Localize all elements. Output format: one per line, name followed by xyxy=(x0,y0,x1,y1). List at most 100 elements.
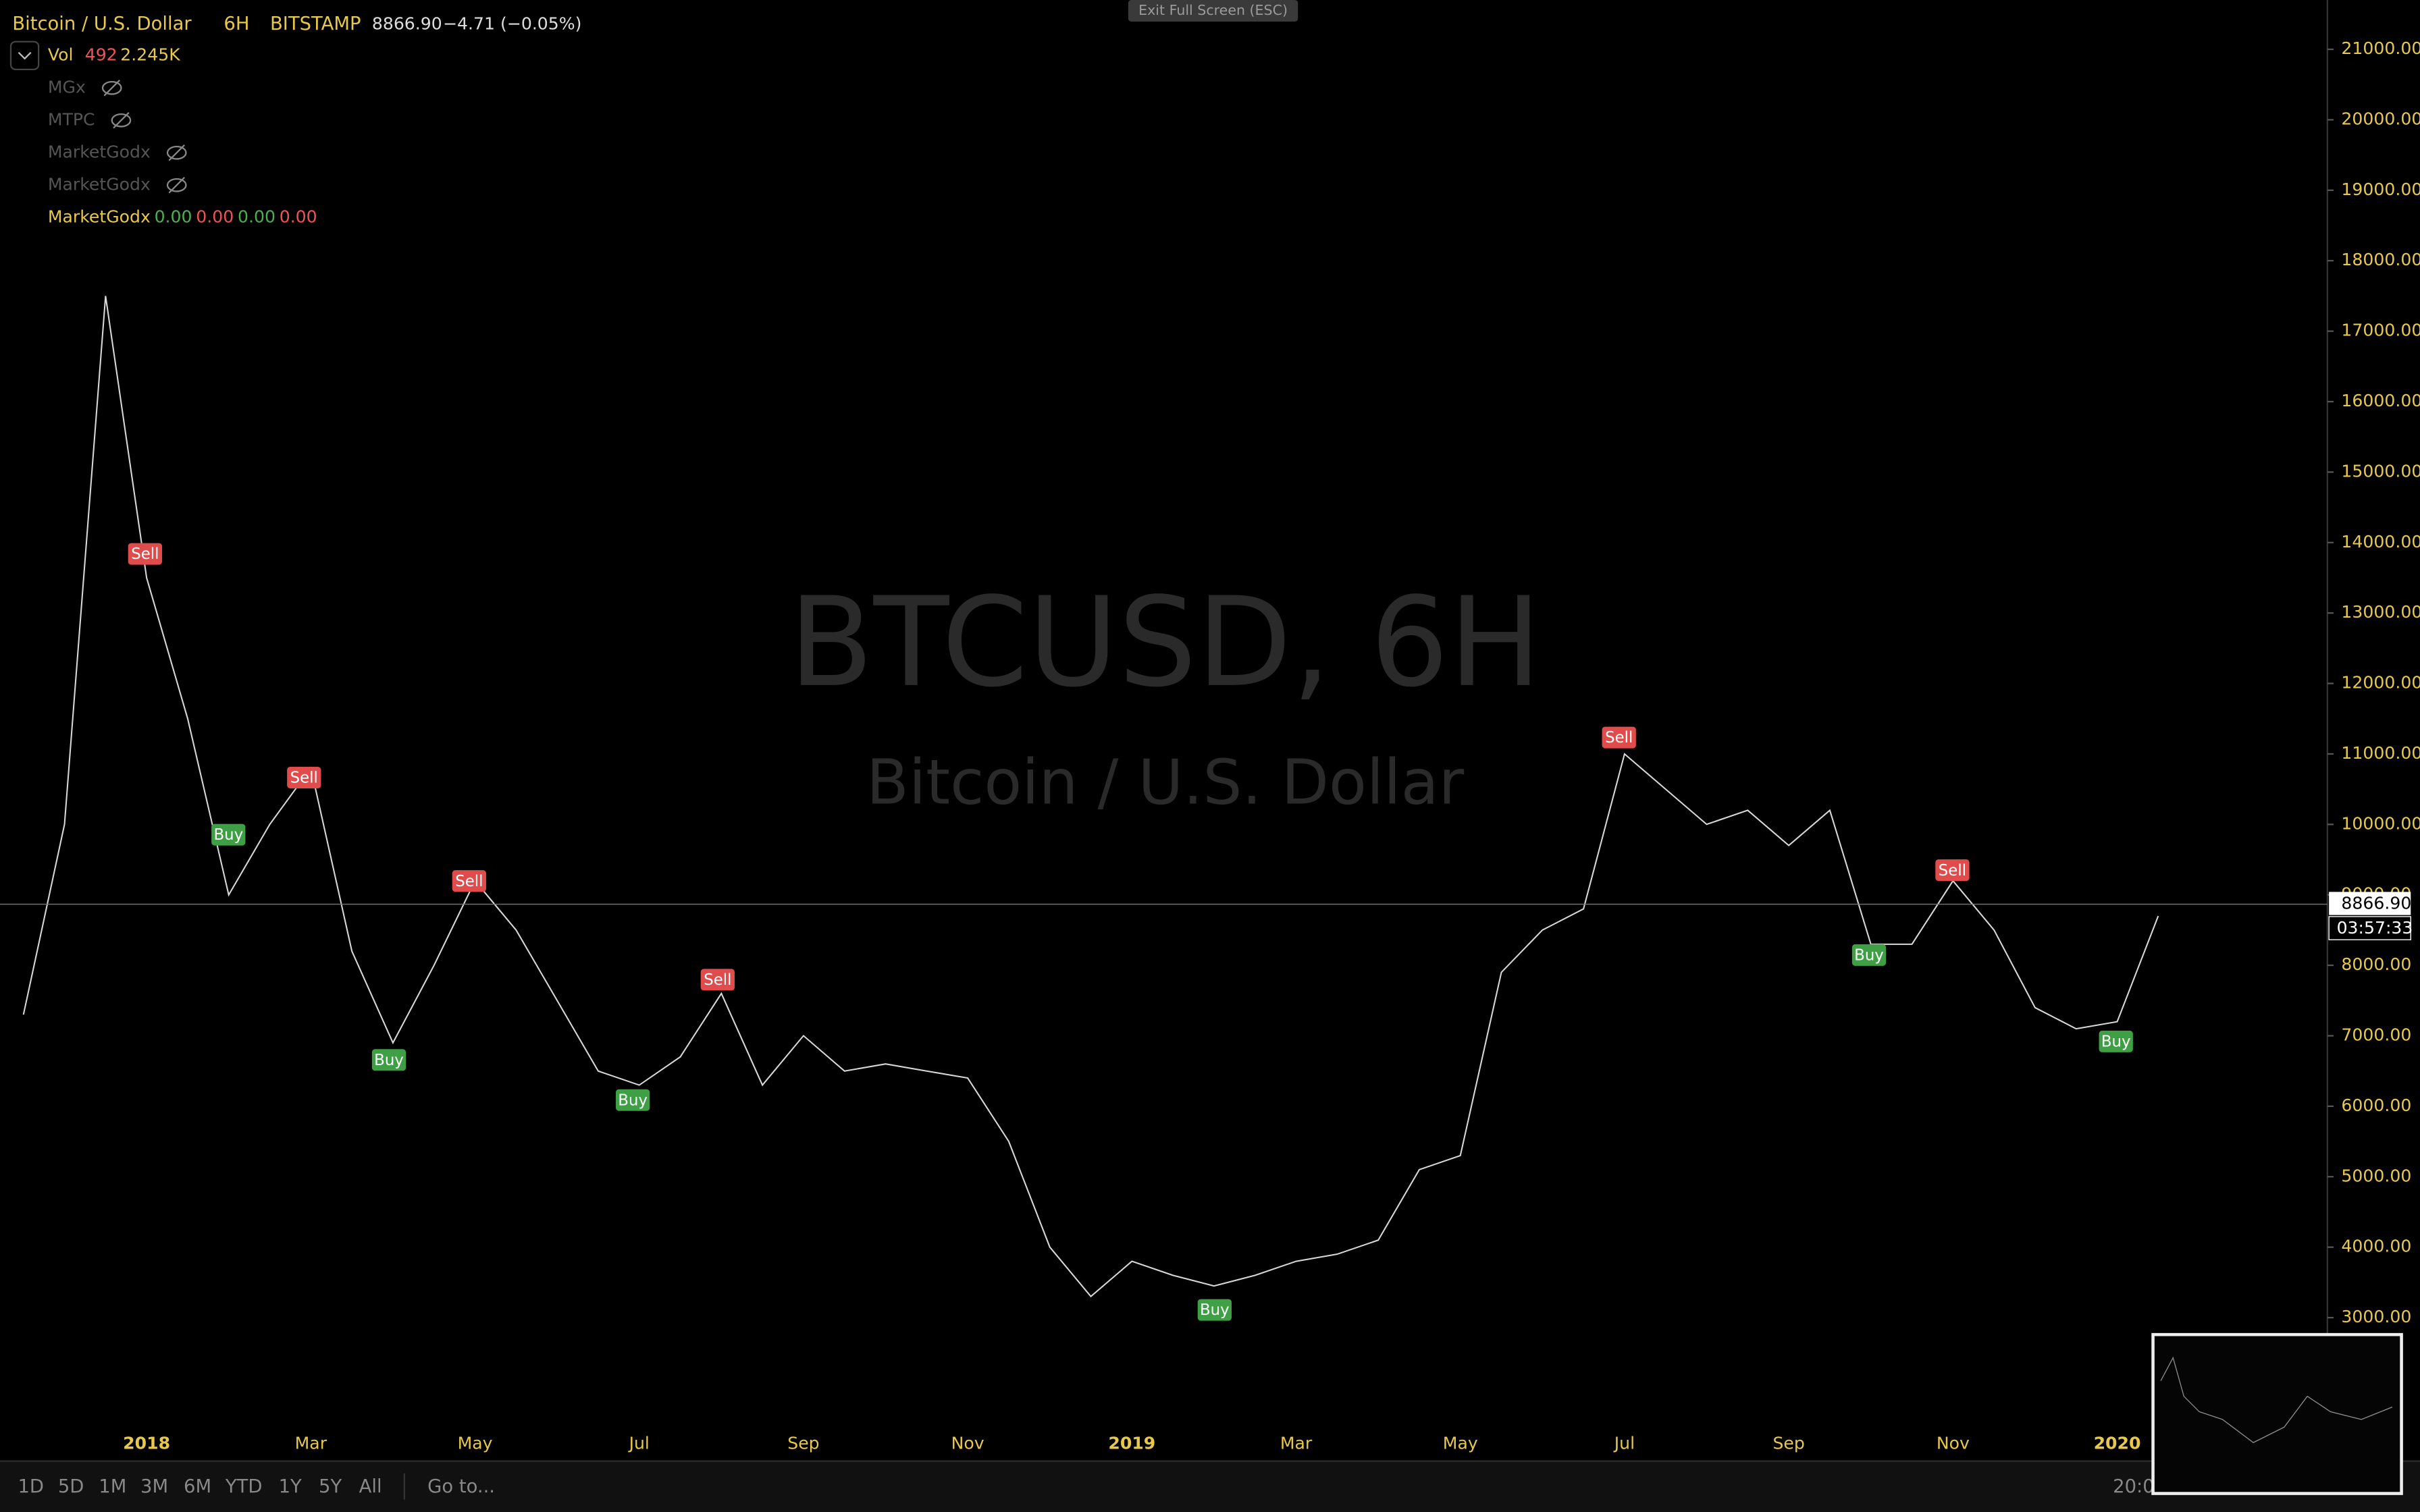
signal-label: Buy xyxy=(618,1091,648,1109)
x-tick-label: 2019 xyxy=(1108,1433,1155,1453)
y-tick-label: 10000.00 xyxy=(2341,813,2420,833)
exchange: BITSTAMP xyxy=(270,14,361,34)
range-buttons: 1D 5D 1M 3M 6M YTD 1Y 5Y All xyxy=(18,1476,382,1497)
indicator-value: 0.00 xyxy=(280,207,317,226)
range-button[interactable]: All xyxy=(359,1476,382,1497)
signal-label: Buy xyxy=(2101,1033,2131,1051)
signal-label: Sell xyxy=(1939,862,1966,880)
plot: 3000.00 4000.00 5000.00 6000.00 7000.00 8000.… xyxy=(0,38,2420,1453)
x-tick-label: Jul xyxy=(628,1433,650,1453)
y-tick-label: 19000.00 xyxy=(2341,180,2420,199)
signal-box xyxy=(1935,859,1970,882)
volume-name: Vol xyxy=(48,45,74,64)
x-tick-label: May xyxy=(1443,1433,1478,1453)
y-tick-label: 13000.00 xyxy=(2341,602,2420,622)
signal-box xyxy=(1197,1299,1232,1321)
last-price-label: 8866.90 xyxy=(2341,894,2411,913)
exit-button[interactable] xyxy=(1128,0,1298,22)
signal-box xyxy=(1602,726,1636,749)
signal-box xyxy=(2099,1030,2133,1052)
x-tick-label: 2020 xyxy=(2094,1433,2141,1453)
hidden-icon[interactable] xyxy=(166,178,187,192)
hidden-icon[interactable] xyxy=(111,113,132,128)
x-tick-label: 2018 xyxy=(123,1433,170,1453)
x-tick-label: Mar xyxy=(1280,1433,1313,1453)
y-tick-label: 8000.00 xyxy=(2341,954,2411,974)
watermark-subtitle: Bitcoin / U.S. Dollar xyxy=(866,747,1465,819)
symbol: Bitcoin / U.S. Dollar xyxy=(12,14,192,34)
range-button[interactable]: 3M xyxy=(140,1476,168,1497)
hidden-icon-slash[interactable] xyxy=(113,112,130,129)
hidden-icon[interactable] xyxy=(166,146,187,160)
y-tick-label: 17000.00 xyxy=(2341,321,2420,340)
x-tick-label: Jul xyxy=(1613,1433,1635,1453)
range-button[interactable]: 1D xyxy=(18,1476,44,1497)
range-button[interactable]: 1Y xyxy=(279,1476,302,1497)
signal-label: Buy xyxy=(374,1052,404,1069)
range-button[interactable]: 6M xyxy=(184,1476,211,1497)
header-change: −4.71 (−0.05%) xyxy=(443,14,581,34)
indicator-value: 0.00 xyxy=(196,207,234,226)
toolbar xyxy=(0,1461,2420,1512)
y-tick-label: 20000.00 xyxy=(2341,109,2420,128)
x-tick-label: Mar xyxy=(295,1433,327,1453)
range-button[interactable]: YTD xyxy=(225,1476,263,1497)
hidden-icon-slash[interactable] xyxy=(103,80,120,97)
collapse-button[interactable] xyxy=(9,40,40,70)
signal-box xyxy=(287,767,321,788)
y-tick-label: 21000.00 xyxy=(2341,38,2420,58)
interval: 6H xyxy=(223,14,249,34)
x-tick-label: Nov xyxy=(1937,1433,1970,1453)
x-tick-label: Sep xyxy=(787,1433,819,1453)
y-tick-label: 14000.00 xyxy=(2341,532,2420,551)
signal-box xyxy=(616,1089,650,1111)
indicator-name: MarketGodx xyxy=(48,142,151,161)
collapse-icon[interactable] xyxy=(18,51,32,60)
signal-label: Buy xyxy=(1200,1301,1230,1319)
x-tick-label: Nov xyxy=(951,1433,984,1453)
y-tick-label: 4000.00 xyxy=(2341,1237,2411,1256)
signal-box xyxy=(452,870,486,892)
clock: 20:0 xyxy=(2113,1476,2155,1497)
indicator-name: MarketGodx xyxy=(48,174,151,194)
header-price: 8866.90 xyxy=(372,14,442,34)
indicator-name: MTPC xyxy=(48,109,95,129)
range-button[interactable]: 1M xyxy=(99,1476,126,1497)
last-price-box xyxy=(2329,892,2411,915)
signal-box xyxy=(128,543,162,565)
price-line xyxy=(22,296,2159,1298)
range-button[interactable]: 5D xyxy=(58,1476,84,1497)
y-tick-label: 5000.00 xyxy=(2341,1166,2411,1185)
signal-box xyxy=(211,824,246,846)
signal-box xyxy=(1851,944,1887,966)
signal-label: Sell xyxy=(131,545,159,563)
signal-label: Sell xyxy=(704,971,731,989)
signal-label: Buy xyxy=(213,826,243,844)
y-tick-label: 11000.00 xyxy=(2341,743,2420,763)
volume-value: 492 xyxy=(85,45,117,64)
x-tick-label: May xyxy=(458,1433,493,1453)
indicator-name: MGx xyxy=(48,77,86,97)
y-tick-label: 18000.00 xyxy=(2341,250,2420,269)
y-tick-label: 15000.00 xyxy=(2341,461,2420,481)
indicator-value: 0.00 xyxy=(155,207,192,226)
y-tick-label: 12000.00 xyxy=(2341,673,2420,693)
signal-label: Buy xyxy=(1854,947,1884,965)
indicator-name: MarketGodx xyxy=(48,207,151,226)
countdown-box xyxy=(2328,916,2411,940)
hidden-icon[interactable] xyxy=(101,81,122,95)
minimap-line xyxy=(2160,1356,2393,1443)
goto[interactable]: Go to... xyxy=(427,1476,495,1497)
hidden-icon-slash[interactable] xyxy=(168,177,185,194)
y-tick-label: 6000.00 xyxy=(2341,1096,2411,1115)
hidden-icon-slash[interactable] xyxy=(168,144,185,161)
range-button[interactable]: 5Y xyxy=(319,1476,342,1497)
x-tick-label: Sep xyxy=(1772,1433,1804,1453)
countdown: 03:57:33 xyxy=(2337,918,2413,938)
signal-label: Sell xyxy=(1605,729,1633,747)
exit-button-label[interactable]: Exit Full Screen (ESC) xyxy=(1138,2,1288,18)
